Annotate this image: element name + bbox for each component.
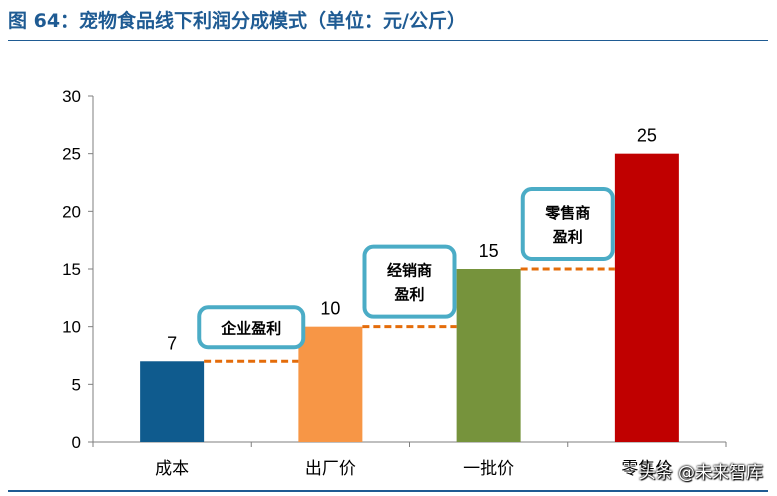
y-tick-label: 30 bbox=[62, 87, 81, 106]
title-divider bbox=[8, 40, 768, 41]
x-tick-label: 出厂价 bbox=[305, 459, 356, 479]
bottom-divider bbox=[8, 490, 768, 492]
data-label: 7 bbox=[167, 333, 177, 353]
data-label: 25 bbox=[637, 126, 657, 146]
x-tick-label: 零售价 bbox=[621, 459, 672, 479]
annotation-box bbox=[362, 244, 457, 319]
bar bbox=[456, 269, 521, 442]
y-tick-label: 5 bbox=[72, 375, 81, 394]
bar bbox=[298, 326, 363, 442]
x-tick-label: 一批价 bbox=[463, 459, 514, 479]
bar bbox=[614, 153, 679, 442]
annotation-text: 零售商 bbox=[544, 204, 590, 222]
x-tick-label: 成本 bbox=[155, 459, 189, 479]
y-tick-label: 0 bbox=[72, 433, 81, 452]
y-tick-label: 15 bbox=[62, 260, 81, 279]
annotation-text: 盈利 bbox=[393, 286, 424, 304]
annotation-box bbox=[197, 305, 306, 350]
y-tick-label: 10 bbox=[62, 318, 81, 337]
annotation-text: 企业盈利 bbox=[220, 319, 281, 337]
page-title: 图 64：宠物食品线下利润分成模式（单位：元/公斤） bbox=[8, 10, 466, 32]
data-label: 15 bbox=[479, 241, 499, 261]
annotation-box bbox=[520, 187, 615, 261]
annotation-text: 经销商 bbox=[387, 262, 432, 280]
data-label: 10 bbox=[320, 299, 340, 319]
annotation-text: 盈利 bbox=[552, 228, 583, 246]
y-tick-label: 25 bbox=[62, 145, 81, 164]
y-tick-label: 20 bbox=[62, 202, 81, 221]
watermark: 头条 @未来智库 bbox=[638, 463, 763, 483]
bar bbox=[140, 361, 205, 442]
